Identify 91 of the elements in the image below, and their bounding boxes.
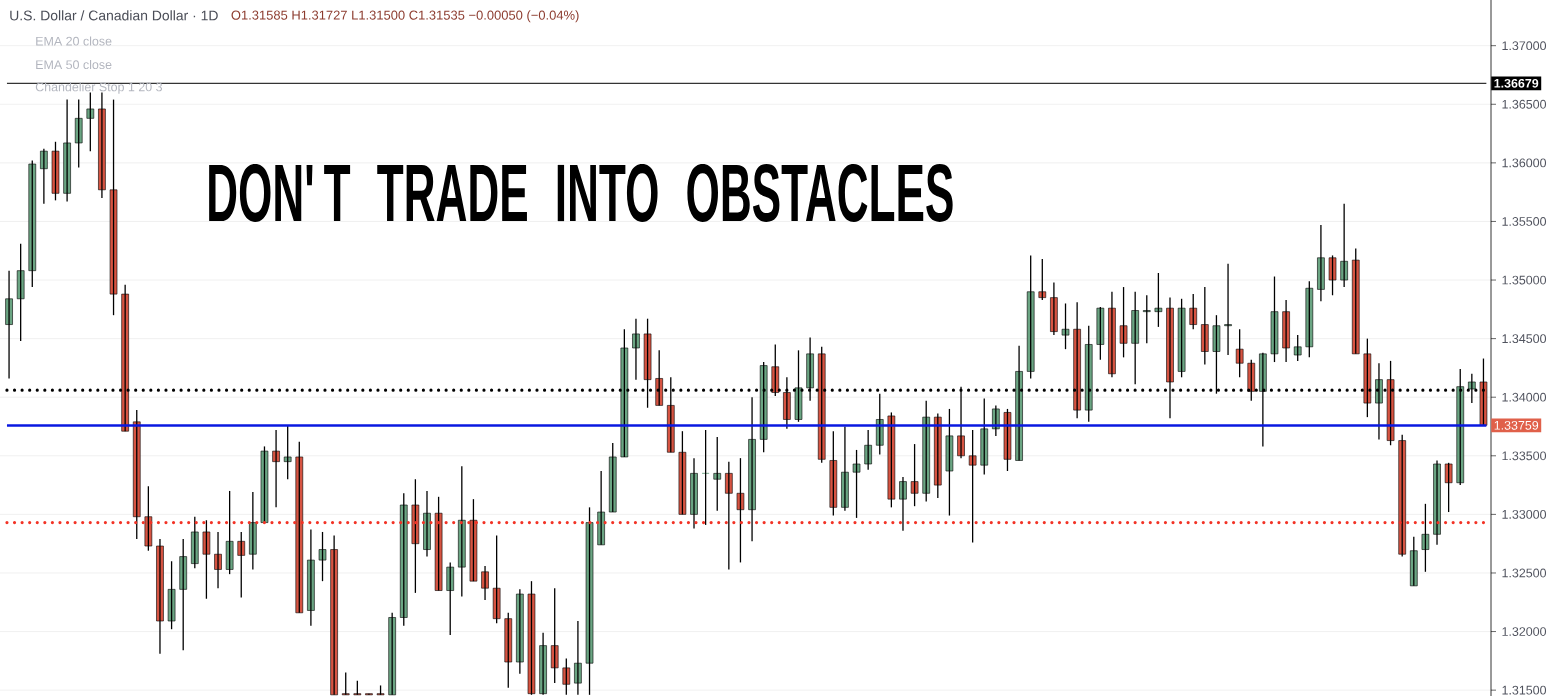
candlestick (260, 445, 269, 524)
candlestick (1026, 254, 1035, 380)
candlestick (887, 411, 896, 508)
candlestick (179, 538, 187, 651)
candlestick (469, 498, 478, 582)
candlestick (1270, 275, 1279, 363)
text: U.S. Dollar / Canadian Dollar · 1D (10, 10, 218, 21)
annotation: DON'T TRADE INTO OBSTACLES (209, 164, 953, 222)
annotation: EMA 50 close (36, 59, 112, 70)
candlestick (1038, 258, 1047, 301)
candlestick (562, 657, 571, 696)
candlestick (51, 141, 60, 202)
y-tick-label: 1.31500 (1502, 685, 1547, 695)
candlestick (725, 461, 733, 571)
candlestick (1224, 262, 1232, 356)
candlestick (934, 412, 942, 499)
candlestick (1351, 247, 1360, 355)
candlestick (388, 612, 396, 696)
candlestick (202, 519, 211, 600)
candlestick (28, 159, 37, 288)
candlestick (527, 580, 536, 696)
candlestick (980, 397, 989, 476)
y-tick-label: 1.37000 (1502, 41, 1547, 51)
candlestick (1421, 503, 1430, 573)
y-tick-label: 1.34500 (1502, 334, 1547, 344)
candlestick (446, 561, 454, 636)
candlestick (864, 429, 872, 471)
y-tick-label: 1.32000 (1502, 627, 1547, 636)
annotation: Chandelier Stop 1 20 3 (35, 82, 163, 94)
candlestick (945, 408, 954, 517)
candlestick (283, 424, 292, 480)
candlestick (144, 485, 153, 552)
candlestick (829, 430, 838, 517)
candlestick (736, 457, 745, 564)
candlestick (1061, 302, 1070, 350)
candlestick (109, 98, 118, 316)
candlestick (968, 429, 977, 544)
candlestick (434, 496, 443, 592)
candlestick (132, 409, 141, 540)
annotation: EMA 20 close (36, 36, 112, 46)
y-tick-label: 1.35500 (1502, 217, 1547, 226)
y-tick-label: 1.33500 (1502, 451, 1547, 461)
candlestick (295, 441, 304, 614)
candlestick (1154, 272, 1163, 328)
candlestick (1305, 280, 1314, 359)
candlestick (608, 442, 617, 513)
candlestick (237, 531, 246, 599)
candlestick (399, 492, 408, 627)
candlestick (74, 98, 83, 169)
candlestick (1177, 298, 1186, 378)
y-tick-label: 1.36500 (1502, 99, 1547, 109)
candlestick (1410, 535, 1418, 587)
candlestick (585, 506, 594, 696)
y-tick-label: 1.35000 (1502, 275, 1547, 285)
candlestick (1131, 291, 1139, 385)
text: O1.31585 H1.31727 L1.31500 C1.31535 −0.00050 (−0.04%) (231, 10, 579, 23)
candlestick (713, 436, 722, 512)
candlestick (1293, 334, 1302, 362)
y-tick-label: 1.34000 (1502, 392, 1547, 402)
candlestick (167, 560, 176, 630)
candlestick (411, 478, 420, 594)
candlestick (492, 534, 501, 624)
candlestick (678, 430, 687, 516)
candlestick (852, 449, 861, 519)
candlestick (1444, 462, 1453, 513)
ref-line-label: 1.36679 (1494, 78, 1539, 88)
y-tick-label: 1.36000 (1502, 158, 1547, 168)
candlestick (1235, 328, 1244, 378)
candlestick (1003, 408, 1012, 472)
candlestick (1398, 434, 1406, 558)
candlestick (318, 531, 327, 582)
text: 1.33759 (1494, 420, 1539, 430)
candlestick (550, 587, 559, 684)
candlestick (86, 91, 95, 152)
candlestick (1328, 254, 1337, 296)
candlestick (458, 465, 466, 598)
y-tick-label: 1.33000 (1502, 509, 1547, 519)
candlestick (365, 693, 373, 696)
candlestick (1201, 286, 1209, 366)
candlestick (1096, 306, 1105, 361)
candlestick (191, 516, 199, 569)
y-tick-label: 1.32500 (1502, 568, 1547, 578)
candlestick (1189, 293, 1197, 330)
candlestick (16, 243, 25, 342)
candlestick (504, 612, 513, 689)
candlestick (1119, 286, 1128, 359)
candlestick (922, 400, 930, 503)
candlestick (225, 490, 234, 575)
candlestick (1143, 294, 1151, 344)
candlestick (341, 671, 350, 696)
candlestick (910, 443, 919, 507)
